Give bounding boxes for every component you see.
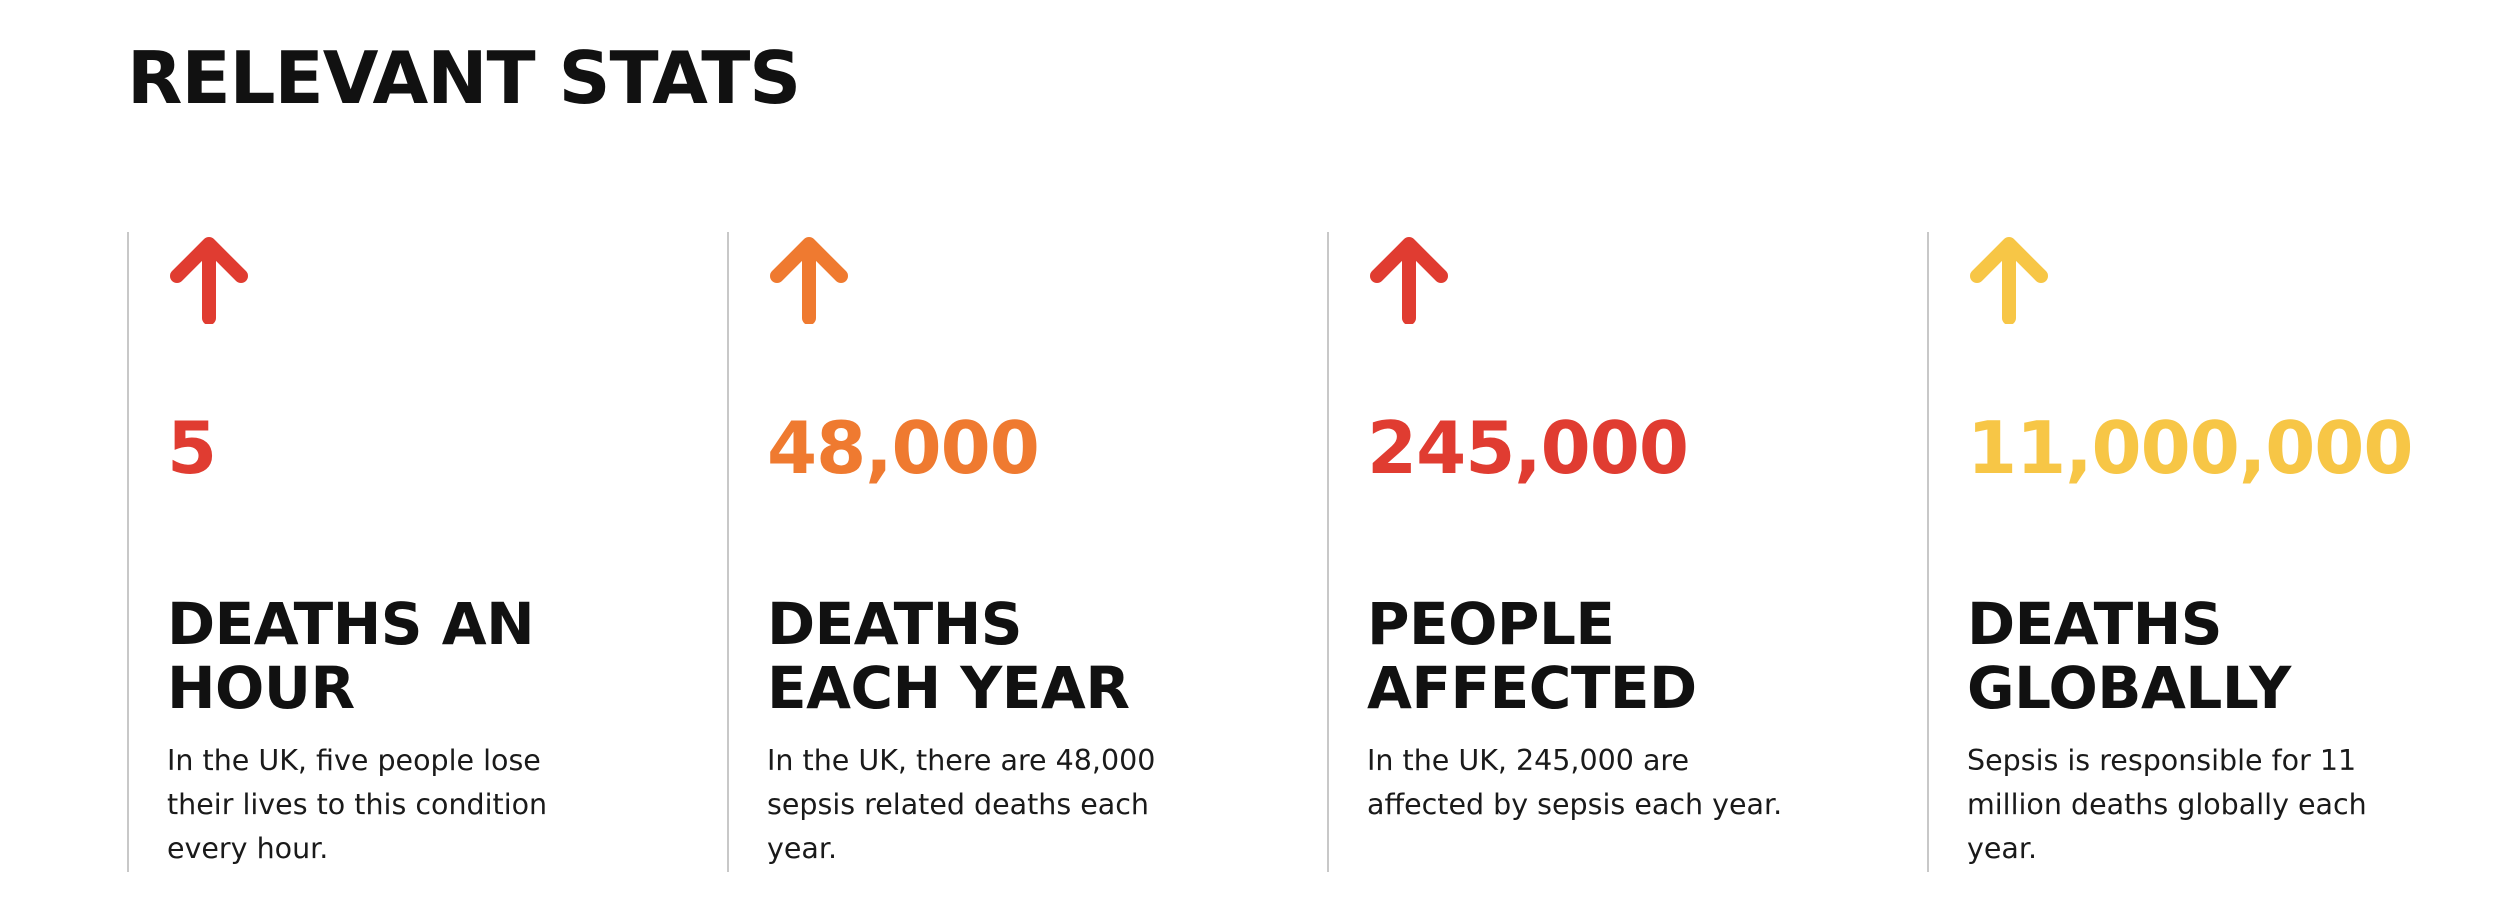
stat-label: DEATHS GLOBALLY — [1967, 592, 2487, 720]
stat-card-deaths-per-hour: 5 DEATHS AN HOUR In the UK, five people … — [127, 232, 727, 872]
stat-label: DEATHS AN HOUR — [167, 592, 687, 720]
stat-value: 5 — [167, 406, 217, 490]
arrow-up-icon — [1967, 236, 2051, 324]
stat-card-deaths-per-year: 48,000 DEATHS EACH YEAR In the UK, there… — [727, 232, 1327, 872]
arrow-up-icon — [167, 236, 251, 324]
stat-description: In the UK, 245,000 are affected by sepsi… — [1367, 744, 1783, 821]
stat-label-line: GLOBALLY — [1967, 654, 2291, 722]
stat-label: DEATHS EACH YEAR — [767, 592, 1287, 720]
stat-card-deaths-globally: 11,000,000 DEATHS GLOBALLY Sepsis is res… — [1927, 232, 2500, 872]
stats-row: 5 DEATHS AN HOUR In the UK, five people … — [127, 232, 2413, 872]
stat-label-line: DEATHS — [1967, 590, 2223, 658]
stat-description: Sepsis is responsible for 11 million dea… — [1967, 744, 2367, 865]
stat-value: 245,000 — [1367, 406, 1689, 490]
stat-description: In the UK, five people lose their lives … — [167, 744, 548, 865]
arrow-up-icon — [767, 236, 851, 324]
stat-label-line: DEATHS — [767, 590, 1023, 658]
stat-label-line: AFFECTED — [1367, 654, 1697, 722]
stat-value: 48,000 — [767, 406, 1040, 490]
stat-label-line: PEOPLE — [1367, 590, 1615, 658]
section-title: RELEVANT STATS — [127, 36, 801, 120]
stat-card-people-affected: 245,000 PEOPLE AFFECTED In the UK, 245,0… — [1327, 232, 1927, 872]
arrow-up-icon — [1367, 236, 1451, 324]
stat-description: In the UK, there are 48,000 sepsis relat… — [767, 744, 1156, 865]
stat-label-line: DEATHS AN — [167, 590, 535, 658]
stat-label-line: EACH YEAR — [767, 654, 1130, 722]
stat-label: PEOPLE AFFECTED — [1367, 592, 1887, 720]
stat-value: 11,000,000 — [1967, 406, 2413, 490]
stat-label-line: HOUR — [167, 654, 355, 722]
